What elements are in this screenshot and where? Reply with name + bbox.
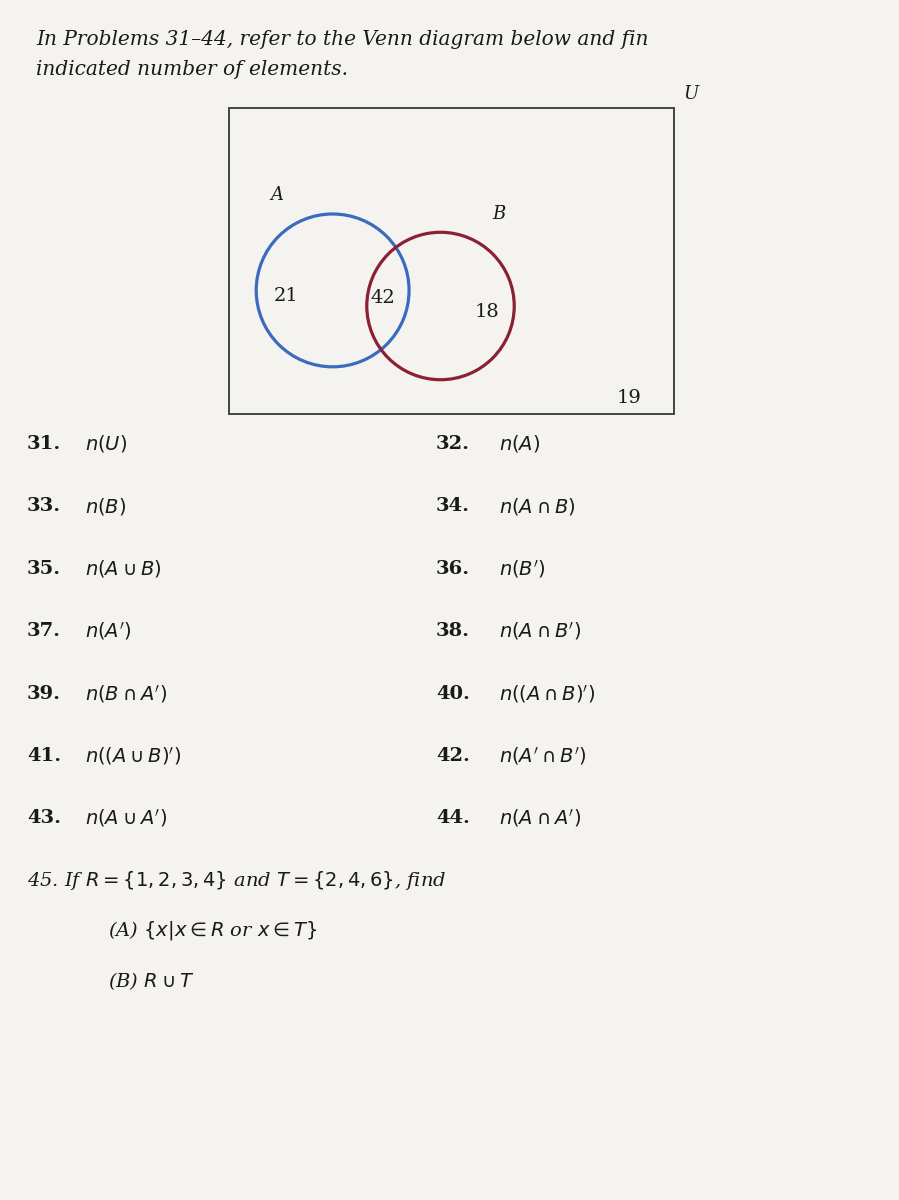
Text: $n(A \cup A')$: $n(A \cup A')$ bbox=[85, 808, 167, 829]
Text: 43.: 43. bbox=[27, 809, 61, 828]
Text: 42.: 42. bbox=[436, 746, 470, 766]
Bar bbox=[229, 108, 674, 414]
Text: 33.: 33. bbox=[27, 498, 61, 516]
Text: $n(B)$: $n(B)$ bbox=[85, 496, 127, 517]
Text: $n((A \cap B)')$: $n((A \cap B)')$ bbox=[499, 683, 595, 704]
Text: 18: 18 bbox=[475, 302, 500, 320]
Text: $n(A')$: $n(A')$ bbox=[85, 620, 132, 642]
Text: $n(B \cap A')$: $n(B \cap A')$ bbox=[85, 683, 167, 704]
Text: A: A bbox=[271, 186, 283, 204]
Text: indicated number of elements.: indicated number of elements. bbox=[36, 60, 348, 79]
Text: 19: 19 bbox=[617, 389, 642, 407]
Text: (A) $\{x|x \in R$ or $x \in T\}$: (A) $\{x|x \in R$ or $x \in T\}$ bbox=[108, 919, 317, 942]
Text: (B) $R \cup T$: (B) $R \cup T$ bbox=[108, 970, 194, 991]
Text: 37.: 37. bbox=[27, 622, 61, 641]
Text: 35.: 35. bbox=[27, 559, 61, 577]
Text: 32.: 32. bbox=[436, 434, 470, 452]
Text: 42: 42 bbox=[370, 289, 396, 307]
Text: In Problems 31–44, refer to the Venn diagram below and fin: In Problems 31–44, refer to the Venn dia… bbox=[36, 30, 648, 49]
Text: B: B bbox=[493, 205, 505, 223]
Text: 31.: 31. bbox=[27, 434, 61, 452]
Text: 41.: 41. bbox=[27, 746, 61, 766]
Text: $n(B')$: $n(B')$ bbox=[499, 558, 546, 580]
Text: $n(A' \cap B')$: $n(A' \cap B')$ bbox=[499, 745, 587, 767]
Text: 34.: 34. bbox=[436, 498, 470, 516]
Text: $n(A \cup B)$: $n(A \cup B)$ bbox=[85, 558, 162, 580]
Text: $n(A \cap A')$: $n(A \cap A')$ bbox=[499, 808, 581, 829]
Text: 39.: 39. bbox=[27, 684, 61, 702]
Text: $n(A)$: $n(A)$ bbox=[499, 433, 540, 455]
Text: U: U bbox=[683, 85, 699, 103]
Text: $n((A \cup B)')$: $n((A \cup B)')$ bbox=[85, 745, 182, 767]
Text: 36.: 36. bbox=[436, 559, 470, 577]
Text: 45. If $R = \{1, 2, 3, 4\}$ and $T = \{2, 4, 6\}$, find: 45. If $R = \{1, 2, 3, 4\}$ and $T = \{2… bbox=[27, 869, 446, 893]
Text: $n(U)$: $n(U)$ bbox=[85, 433, 128, 455]
Text: 21: 21 bbox=[273, 287, 298, 305]
Text: 38.: 38. bbox=[436, 622, 470, 641]
Text: 40.: 40. bbox=[436, 684, 470, 702]
Text: $n(A \cap B')$: $n(A \cap B')$ bbox=[499, 620, 581, 642]
Text: $n(A \cap B)$: $n(A \cap B)$ bbox=[499, 496, 575, 517]
Text: 44.: 44. bbox=[436, 809, 470, 828]
